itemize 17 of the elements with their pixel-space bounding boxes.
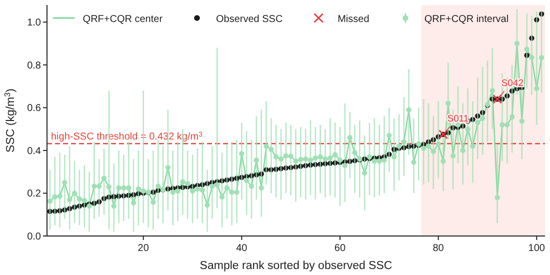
x-tick-label: 80 (432, 243, 444, 254)
y-tick-label: 0.0 (27, 232, 42, 242)
x-tick-label: 100 (528, 243, 546, 254)
ref-line-label: high-SSC threshold = 0.432 kg/m$^{3}$ (51, 131, 203, 143)
x-tick-label: 20 (138, 243, 150, 254)
y-tick-label: 0.2 (27, 188, 42, 200)
x-tick-label: 60 (334, 243, 346, 254)
y-tick-label: 0.6 (27, 103, 42, 114)
x-axis-title: Sample rank sorted by observed SSC (200, 260, 392, 272)
legend-label: Observed SSC (216, 14, 283, 25)
y-tick-label: 0.4 (27, 146, 42, 157)
y-tick-label: 1.0 (27, 18, 42, 29)
y-tick-label: 0.8 (27, 60, 42, 72)
x-tick-label: 40 (236, 243, 248, 254)
legend-label: QRF+CQR center (82, 14, 164, 25)
legend-label: QRF+CQR interval (424, 14, 509, 25)
legend-label: Missed (338, 14, 370, 25)
